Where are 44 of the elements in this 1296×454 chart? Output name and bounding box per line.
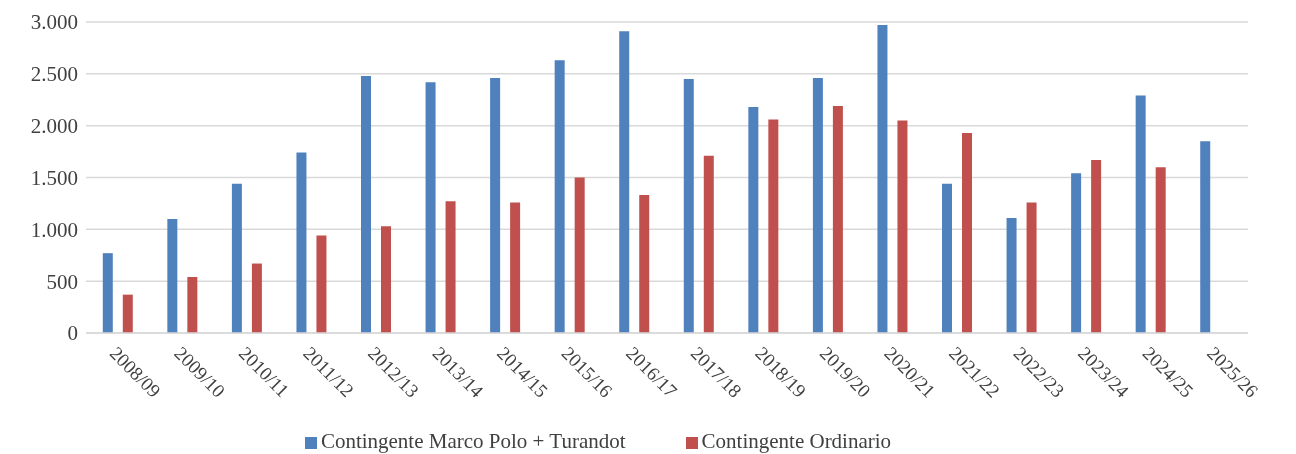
bar [445, 201, 456, 333]
legend-label: Contingente Marco Polo + Turandot [320, 429, 626, 453]
bar [554, 60, 565, 333]
bar [683, 79, 694, 333]
bar [768, 119, 779, 333]
bar [942, 183, 953, 333]
bar [1200, 141, 1211, 333]
bar [510, 202, 521, 333]
bar [639, 195, 650, 333]
bar [296, 152, 307, 333]
bar [574, 177, 585, 333]
bar [1071, 173, 1082, 333]
bar [231, 183, 242, 333]
bar [425, 82, 436, 333]
y-tick-label: 0 [67, 321, 78, 346]
y-tick-label: 1.500 [30, 165, 78, 190]
bar [167, 218, 178, 333]
bar [102, 253, 113, 333]
bar [316, 235, 327, 333]
bar [1006, 217, 1017, 333]
bar [1091, 159, 1102, 333]
y-tick-label: 3.000 [30, 10, 78, 35]
bar [187, 277, 198, 333]
bar [251, 263, 262, 333]
bar [962, 132, 973, 333]
bar [490, 77, 501, 333]
bar [832, 105, 843, 333]
bar [619, 31, 630, 333]
bar [1155, 167, 1166, 333]
bar [361, 75, 372, 333]
y-tick-label: 2.500 [30, 62, 78, 87]
bar [748, 107, 759, 333]
bar [381, 226, 392, 333]
bar [877, 25, 888, 333]
bar [812, 77, 823, 333]
legend-label: Contingente Ordinario [701, 429, 892, 453]
bar [1135, 95, 1146, 333]
bar [897, 120, 908, 333]
y-tick-label: 1.000 [30, 217, 78, 242]
bar [1026, 202, 1037, 333]
y-tick-label: 2.000 [30, 114, 78, 139]
bar [122, 294, 133, 333]
bar [703, 155, 714, 333]
y-tick-label: 500 [46, 269, 78, 294]
